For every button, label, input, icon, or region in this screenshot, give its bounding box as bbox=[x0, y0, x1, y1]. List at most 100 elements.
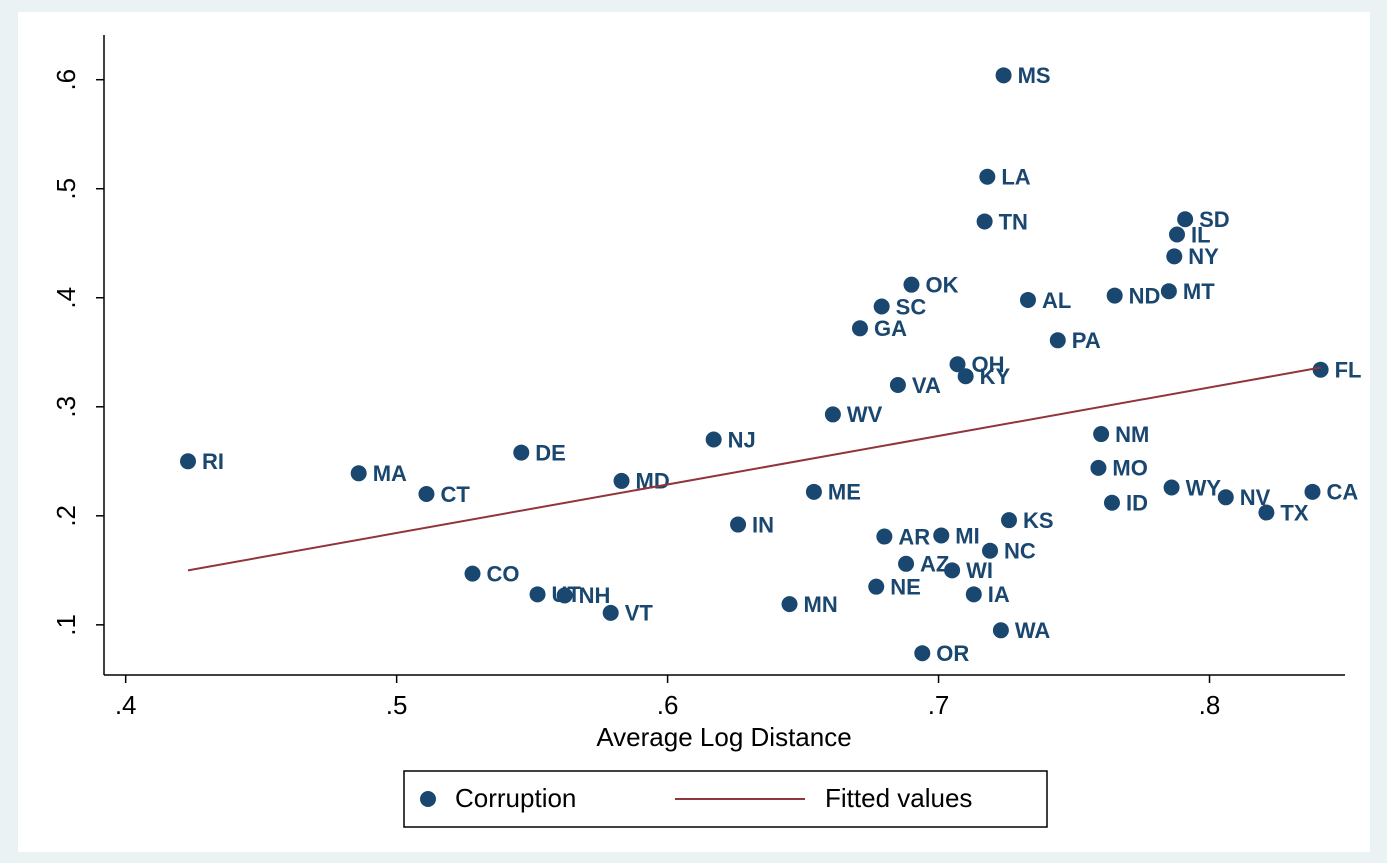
point bbox=[1312, 361, 1329, 378]
point-label: IN bbox=[752, 512, 774, 537]
y-tick-label: .6 bbox=[51, 69, 81, 91]
point bbox=[1177, 211, 1194, 228]
point bbox=[1258, 504, 1275, 521]
point-label: WV bbox=[847, 402, 883, 427]
point bbox=[1304, 483, 1321, 500]
point bbox=[730, 516, 747, 533]
point-label: MA bbox=[373, 461, 407, 486]
point-label: CA bbox=[1326, 480, 1358, 505]
point bbox=[933, 527, 950, 544]
point bbox=[898, 555, 915, 572]
point-label: WA bbox=[1015, 618, 1051, 643]
point-label: OR bbox=[936, 641, 969, 666]
point-label: WY bbox=[1186, 475, 1222, 500]
point-label: SD bbox=[1199, 207, 1230, 232]
legend-marker bbox=[420, 791, 436, 807]
point bbox=[1049, 332, 1066, 349]
point-label: VT bbox=[625, 601, 654, 626]
point bbox=[851, 320, 868, 337]
point-label: MT bbox=[1183, 279, 1215, 304]
point bbox=[976, 213, 993, 230]
point bbox=[1019, 291, 1036, 308]
point-label: AR bbox=[898, 524, 930, 549]
point-label: NM bbox=[1115, 422, 1149, 447]
point-label: VA bbox=[912, 373, 941, 398]
point bbox=[1163, 479, 1180, 496]
x-tick-label: .4 bbox=[115, 690, 137, 720]
point bbox=[995, 67, 1012, 84]
point bbox=[179, 453, 196, 470]
point-label: WI bbox=[966, 558, 993, 583]
point-label: TX bbox=[1280, 500, 1308, 525]
x-tick-label: .8 bbox=[1199, 690, 1221, 720]
point bbox=[613, 472, 630, 489]
point-label: ND bbox=[1129, 283, 1161, 308]
point-label: IL bbox=[1191, 222, 1211, 247]
point bbox=[781, 596, 798, 613]
point bbox=[1103, 494, 1120, 511]
point bbox=[1090, 459, 1107, 476]
point bbox=[876, 528, 893, 545]
graph-region bbox=[18, 12, 1370, 852]
point-label: KS bbox=[1023, 508, 1054, 533]
point bbox=[957, 368, 974, 385]
point bbox=[903, 276, 920, 293]
y-tick-label: .4 bbox=[51, 287, 81, 309]
point bbox=[805, 483, 822, 500]
x-tick-label: .7 bbox=[928, 690, 950, 720]
point-label: NH bbox=[579, 583, 611, 608]
point bbox=[965, 586, 982, 603]
point-label: ME bbox=[828, 480, 861, 505]
y-tick-label: .2 bbox=[51, 505, 81, 527]
point-label: OH bbox=[972, 352, 1005, 377]
x-tick-label: .6 bbox=[657, 690, 679, 720]
point bbox=[513, 444, 530, 461]
point bbox=[350, 465, 367, 482]
point bbox=[418, 486, 435, 503]
point bbox=[705, 431, 722, 448]
y-tick-label: .3 bbox=[51, 396, 81, 418]
fitted-line bbox=[187, 366, 1321, 572]
point bbox=[556, 587, 573, 604]
point-label: NC bbox=[1004, 539, 1036, 564]
point-label: TN bbox=[999, 209, 1028, 234]
point bbox=[1166, 248, 1183, 265]
point-label: LA bbox=[1001, 165, 1030, 190]
point-label: CO bbox=[487, 561, 520, 586]
point-label: NE bbox=[890, 574, 921, 599]
point-label: SC bbox=[896, 294, 927, 319]
point bbox=[889, 376, 906, 393]
point bbox=[1160, 283, 1177, 300]
point-label: ID bbox=[1126, 491, 1148, 516]
point-label: IA bbox=[988, 582, 1010, 607]
point bbox=[1217, 489, 1234, 506]
x-axis-title: Average Log Distance bbox=[596, 722, 851, 752]
point bbox=[982, 542, 999, 559]
legend-label: Corruption bbox=[455, 783, 576, 813]
point-label: RI bbox=[202, 449, 224, 474]
point-label: DE bbox=[535, 440, 566, 465]
point bbox=[1169, 226, 1186, 243]
point bbox=[944, 562, 961, 579]
point-label: NJ bbox=[728, 427, 756, 452]
point-label: PA bbox=[1072, 328, 1101, 353]
point-label: KY bbox=[980, 364, 1011, 389]
point-label: MO bbox=[1112, 456, 1147, 481]
point bbox=[979, 168, 996, 185]
point bbox=[949, 356, 966, 373]
y-tick-label: .5 bbox=[51, 178, 81, 200]
point bbox=[992, 622, 1009, 639]
point-label: CT bbox=[440, 482, 470, 507]
point-label: MN bbox=[804, 592, 838, 617]
point bbox=[1106, 287, 1123, 304]
point bbox=[868, 578, 885, 595]
point-label: FL bbox=[1335, 358, 1362, 383]
x-tick-label: .5 bbox=[386, 690, 408, 720]
legend-label: Fitted values bbox=[825, 783, 972, 813]
point-label: MS bbox=[1018, 63, 1051, 88]
point-label: MI bbox=[955, 523, 979, 548]
point bbox=[873, 298, 890, 315]
point bbox=[914, 645, 931, 662]
point-label: GA bbox=[874, 316, 907, 341]
